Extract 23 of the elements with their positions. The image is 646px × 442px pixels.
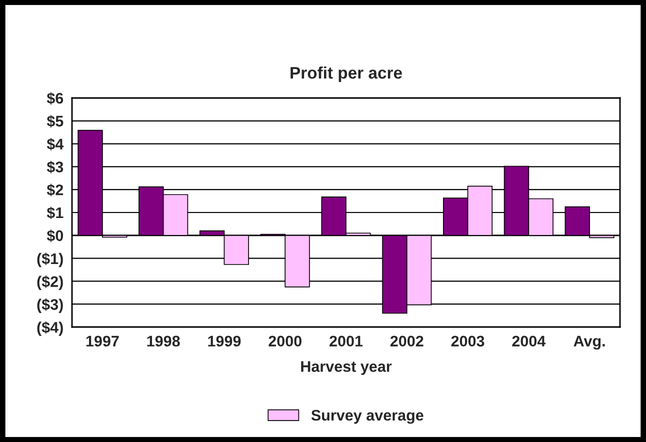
legend-label: Survey average [311,410,424,424]
x-tick-label: 1999 [208,336,241,347]
x-tick-label: 2004 [512,336,546,347]
x-tick-label: 2003 [451,336,484,347]
y-tick-label: ($2) [37,276,63,290]
y-tick-label: $3 [46,160,64,174]
x-axis-title: Harvest year [301,361,392,375]
y-tick-label: $6 [46,92,64,105]
x-tick-label: 1998 [147,336,180,347]
y-tick-label: ($4) [37,321,63,336]
y-tick-label: $0 [46,230,64,242]
y-tick-label: $2 [46,184,64,196]
chart-title: Profit per acre [290,66,402,82]
y-tick-label: ($3) [37,298,63,313]
x-tick-label: 2002 [390,336,424,347]
x-tick-label: 2000 [268,336,302,347]
y-tick-label: $1 [46,206,64,220]
y-tick-label: ($1) [37,252,63,268]
x-tick-label: 1997 [86,336,119,347]
y-tick-label: $4 [46,138,64,150]
y-tick-label: $5 [46,115,64,128]
x-tick-label: Avg. [574,336,605,350]
x-tick-label: 2001 [330,336,363,347]
